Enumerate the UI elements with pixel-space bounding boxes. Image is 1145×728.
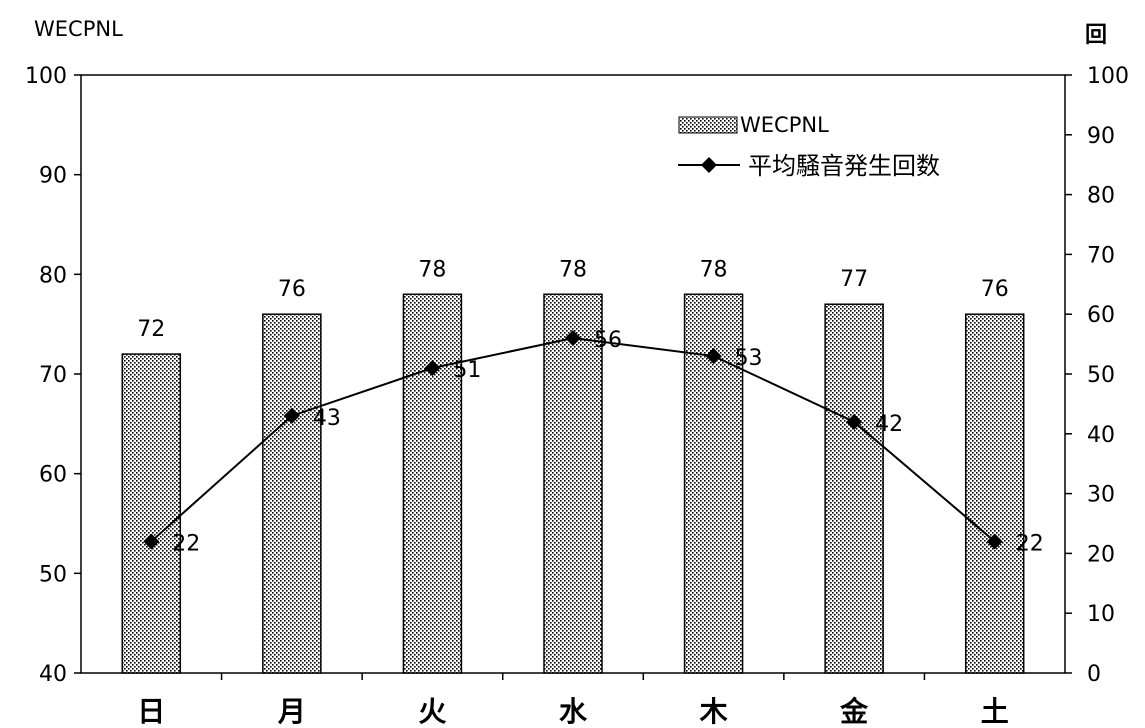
- bar: [402, 293, 463, 674]
- right-axis-label: 回: [1085, 23, 1107, 48]
- line-data-label: 51: [453, 358, 481, 383]
- bar-data-label: 76: [278, 277, 306, 302]
- left-tick-label: 50: [39, 562, 67, 587]
- x-axis: 日月火水木金土: [137, 673, 1009, 728]
- right-tick-label: 30: [1087, 483, 1115, 508]
- x-tick-label: 水: [559, 695, 588, 728]
- line-series: 22 43 51 56 53 42 22: [143, 328, 1044, 556]
- right-tick-label: 50: [1087, 363, 1115, 388]
- right-tick-label: 10: [1087, 602, 1115, 627]
- x-tick-label: 金: [839, 695, 869, 728]
- bar-data-label: 72: [137, 317, 165, 342]
- line-point: [846, 413, 863, 430]
- right-tick-label: 100: [1087, 64, 1129, 89]
- bar: [121, 353, 182, 674]
- legend-bar-label: WECPNL: [740, 113, 829, 137]
- left-tick-label: 100: [25, 64, 67, 89]
- x-tick-label: 火: [418, 695, 446, 728]
- bar-series: 72 76 78 78 78 77 76: [121, 257, 1025, 674]
- bar: [543, 293, 603, 674]
- left-tick-label: 40: [39, 662, 67, 687]
- bar: [824, 303, 884, 674]
- legend: WECPNL 平均騒音発生回数: [678, 113, 940, 180]
- right-tick-label: 60: [1087, 303, 1115, 328]
- line-data-label: 53: [735, 346, 763, 371]
- left-axis-label: WECPNL: [34, 17, 123, 41]
- right-axis: 0 10 20 30 40 50 60 70 80 90 100: [1065, 64, 1129, 687]
- right-tick-label: 20: [1087, 542, 1115, 567]
- line-point: [424, 360, 441, 377]
- left-tick-label: 90: [39, 164, 67, 189]
- line-data-label: 22: [1016, 531, 1044, 556]
- legend-line-label: 平均騒音発生回数: [748, 152, 940, 180]
- left-tick-label: 60: [39, 463, 67, 488]
- right-tick-label: 80: [1087, 184, 1115, 209]
- x-tick-label: 日: [137, 695, 165, 728]
- legend-line-marker: [701, 157, 717, 173]
- x-tick-label: 月: [277, 695, 306, 728]
- left-axis: 40 50 60 70 80 90 100: [25, 64, 81, 687]
- line-point: [565, 330, 581, 347]
- bar-data-label: 78: [559, 257, 587, 282]
- bar: [262, 313, 322, 674]
- line-point: [143, 533, 160, 550]
- bar-data-label: 76: [981, 277, 1009, 302]
- right-tick-label: 40: [1087, 423, 1115, 448]
- line-point: [283, 407, 300, 424]
- line-data-label: 56: [594, 328, 622, 353]
- right-tick-label: 0: [1087, 662, 1101, 687]
- x-tick-label: 木: [699, 695, 728, 728]
- line-point: [705, 348, 722, 365]
- line-data-label: 22: [172, 531, 200, 556]
- left-tick-label: 80: [39, 263, 67, 288]
- legend-bar-swatch: [678, 116, 738, 134]
- line-data-label: 43: [313, 406, 341, 431]
- x-tick-label: 土: [981, 695, 1009, 728]
- line-point: [986, 533, 1003, 550]
- bar: [964, 313, 1025, 674]
- bar-data-label: 78: [700, 257, 728, 282]
- bar-data-label: 78: [418, 257, 446, 282]
- right-tick-label: 70: [1087, 243, 1115, 268]
- left-tick-label: 70: [39, 363, 67, 388]
- right-tick-label: 90: [1087, 124, 1115, 149]
- bar-data-label: 77: [840, 267, 868, 292]
- line-data-label: 42: [875, 412, 903, 437]
